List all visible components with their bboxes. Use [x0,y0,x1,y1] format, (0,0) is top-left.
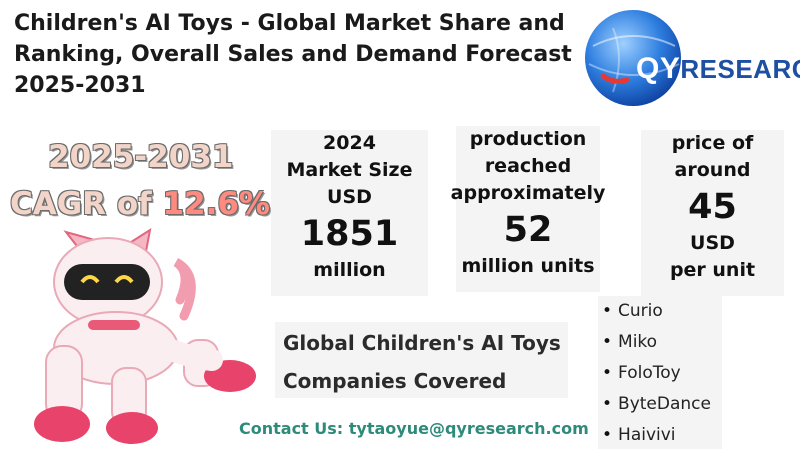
production-label-2: reached [484,155,572,177]
market-size-currency: USD [327,186,372,208]
logo-wordmark: QYRESEARCH [636,52,800,86]
price-label-1: price of [671,132,754,154]
list-item: FoloToy [598,358,722,389]
page-title: Children's AI Toys - Global Market Share… [14,11,572,98]
companies-heading-line-1: Global Children's AI Toys [283,331,561,355]
globe-logo-icon [585,10,681,106]
market-size-label: Market Size [286,159,413,181]
production-box: production reached approximately 52 mill… [451,126,605,292]
list-item: Haivivi [598,420,722,451]
cagr-prefix: CAGR of [10,186,163,222]
price-unit: per unit [669,259,756,281]
price-label-2: around [674,159,751,181]
market-size-year: 2024 [323,132,376,154]
production-unit: million units [461,255,595,277]
cagr-value: 12.6% [162,186,270,222]
list-item: ByteDance [598,389,722,420]
production-value: 52 [503,210,553,250]
companies-heading-line-2: Companies Covered [283,369,507,393]
robot-cat-icon [34,228,256,444]
list-item: Curio [598,296,722,327]
cagr-years: 2025-2031 [48,139,234,175]
companies-heading: Global Children's AI Toys Companies Cove… [275,322,568,398]
production-label-1: production [469,128,587,150]
price-value: 45 [688,187,737,227]
contact-info[interactable]: Contact Us: tytaoyue@qyresearch.com [239,419,589,438]
market-size-unit: million [313,259,386,281]
market-size-value: 1851 [300,214,399,254]
list-item: Miko [598,327,722,358]
cagr-line: CAGR of 12.6% [10,186,270,222]
production-label-3: approximately [450,182,606,204]
price-currency: USD [690,232,735,254]
company-list: Curio Miko FoloToy ByteDance Haivivi [598,296,722,449]
logo-research: RESEARCH [680,54,800,84]
logo-qy: QY [636,52,681,85]
market-size-box: 2024 Market Size USD 1851 million [271,130,428,296]
price-box: price of around 45 USD per unit [641,130,784,296]
